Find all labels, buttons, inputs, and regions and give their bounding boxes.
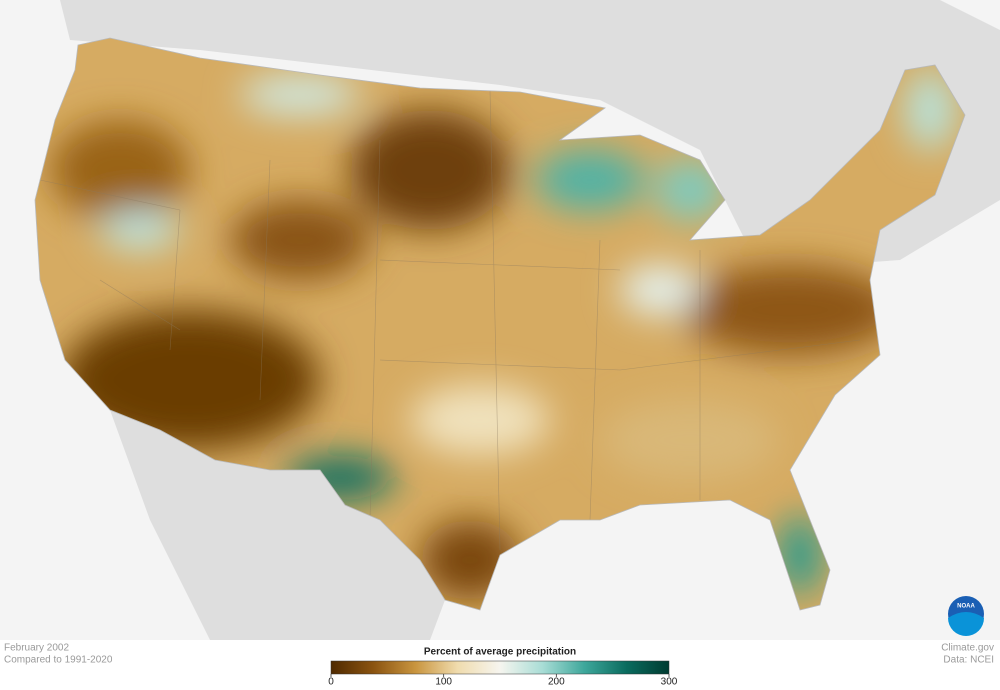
- colorbar-tick-label: 0: [328, 677, 334, 688]
- colorbar-tick-label: 100: [435, 677, 452, 688]
- legend-title: Percent of average precipitation: [424, 647, 576, 658]
- colorbar-tick-label: 200: [548, 677, 565, 688]
- noaa-logo-text: NOAA: [957, 604, 975, 610]
- noaa-logo-wave: [948, 612, 984, 636]
- source-label: Data: NCEI: [943, 655, 994, 666]
- comparison-label: Compared to 1991-2020: [4, 655, 113, 666]
- canada-land: [60, 0, 1000, 270]
- precip-field: [50, 70, 955, 600]
- credit-label: Climate.gov: [941, 643, 994, 654]
- date-label: February 2002: [4, 643, 69, 654]
- colorbar: [330, 660, 670, 675]
- mexico-land: [110, 410, 445, 640]
- colorbar-tick-label: 300: [661, 677, 678, 688]
